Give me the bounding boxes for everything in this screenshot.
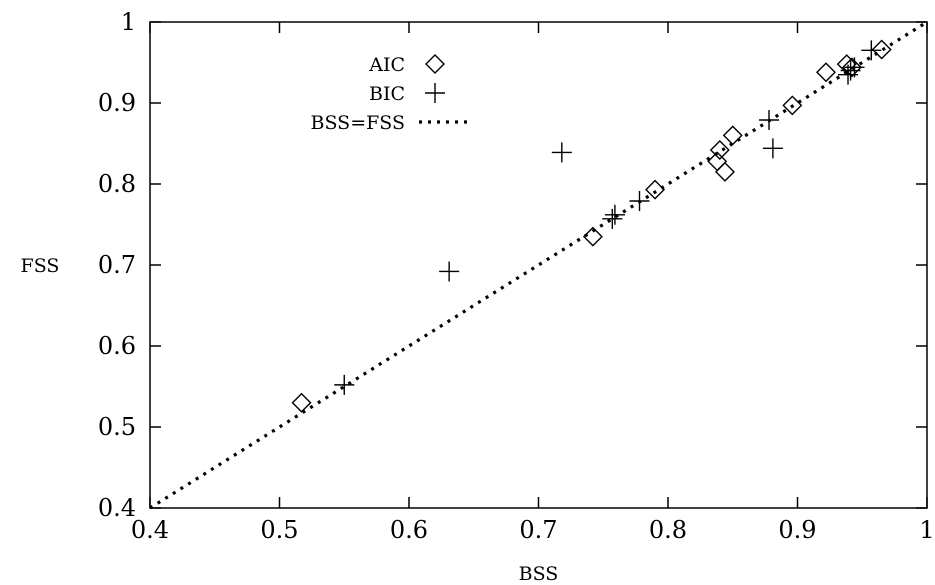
legend-swatch <box>425 54 445 74</box>
bic-point <box>861 40 882 61</box>
bic-point <box>840 60 861 81</box>
bic-point <box>334 374 355 395</box>
legend-label: BSS=FSS <box>311 112 405 134</box>
x-tick-label: 0.4 <box>131 516 169 544</box>
aic-point <box>722 125 743 146</box>
y-tick-label: 0.8 <box>98 170 136 198</box>
x-tick-label: 0.9 <box>778 516 816 544</box>
legend-label: BIC <box>369 83 405 105</box>
x-tick-label: 0.6 <box>390 516 428 544</box>
aic-point <box>645 179 666 200</box>
aic-point <box>291 392 312 413</box>
bic-point <box>439 261 460 282</box>
y-tick-label: 0.9 <box>98 89 136 117</box>
y-tick-label: 0.4 <box>98 494 136 522</box>
x-tick-label: 0.8 <box>649 516 687 544</box>
legend-swatch <box>425 83 445 103</box>
y-tick-label: 0.5 <box>98 413 136 441</box>
bic-point <box>602 208 623 229</box>
x-tick-label: 1 <box>919 516 934 544</box>
tick-labels: 0.4 0.5 0.6 0.7 0.8 0.9 1 0.4 0.5 0.6 0.7 0.8 0.9 1 <box>98 8 935 544</box>
x-tick-label: 0.5 <box>260 516 298 544</box>
y-tick-label: 0.6 <box>98 332 136 360</box>
x-axis-title: BSS <box>519 563 559 585</box>
bic-point <box>762 138 783 159</box>
aic-point <box>871 39 892 60</box>
aic-point <box>714 161 735 182</box>
y-tick-label: 1 <box>121 8 136 36</box>
plot-frame <box>149 21 928 509</box>
aic-point <box>841 57 862 78</box>
aic-point <box>782 95 803 116</box>
y-tick-label: 0.7 <box>98 251 136 279</box>
legend: AIC BIC BSS=FSS <box>311 54 471 134</box>
y-axis-title: FSS <box>21 255 60 277</box>
reference-line <box>149 20 928 510</box>
aic-point <box>816 62 836 83</box>
aic-point <box>709 139 730 160</box>
legend-label: AIC <box>368 54 405 76</box>
bic-point <box>604 204 625 225</box>
x-tick-label: 0.7 <box>519 516 557 544</box>
bic-point <box>551 142 572 163</box>
series-layer <box>149 20 928 510</box>
